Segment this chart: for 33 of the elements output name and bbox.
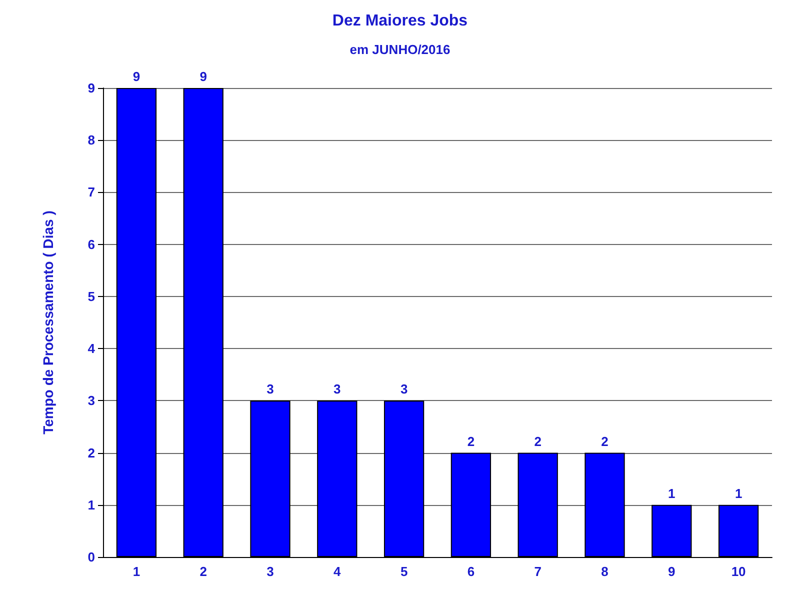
data-label: 1 (734, 486, 742, 501)
y-tick-label: 4 (88, 341, 96, 356)
y-tick-label: 3 (88, 393, 95, 408)
y-tick-label: 2 (88, 445, 95, 460)
x-tick-label: 6 (467, 564, 475, 579)
x-tick-label: 8 (601, 564, 608, 579)
y-axis-title: Tempo de Processamento ( Dias ) (40, 210, 56, 434)
data-label: 9 (200, 69, 207, 84)
data-label: 9 (132, 69, 140, 84)
data-label: 3 (266, 382, 274, 397)
y-tick-label: 7 (88, 184, 95, 200)
y-tick-label: 6 (88, 236, 95, 252)
y-tick-label: 8 (88, 132, 95, 148)
y-tick-label: 0 (88, 550, 95, 564)
chart-subtitle: em JUNHO/2016 (350, 42, 450, 57)
x-tick-label: 4 (334, 564, 342, 579)
x-tick-label: 3 (266, 564, 274, 579)
data-label: 3 (334, 382, 341, 397)
y-tick-label: 5 (88, 288, 95, 304)
y-tick-label: 9 (88, 80, 95, 96)
x-tick-label: 5 (400, 564, 408, 579)
x-tick-label: 9 (668, 564, 676, 579)
data-label: 2 (601, 434, 608, 449)
y-tick-label: 1 (88, 497, 95, 512)
data-label: 3 (400, 382, 408, 397)
x-tick-label: 7 (534, 564, 542, 579)
x-tick-label: 10 (731, 564, 746, 579)
x-tick-label: 2 (200, 564, 207, 579)
chart-title: Dez Maiores Jobs (332, 12, 468, 30)
data-label: 2 (534, 434, 542, 449)
x-tick-label: 1 (132, 564, 140, 579)
data-label: 1 (668, 486, 676, 501)
data-label: 2 (467, 434, 475, 449)
